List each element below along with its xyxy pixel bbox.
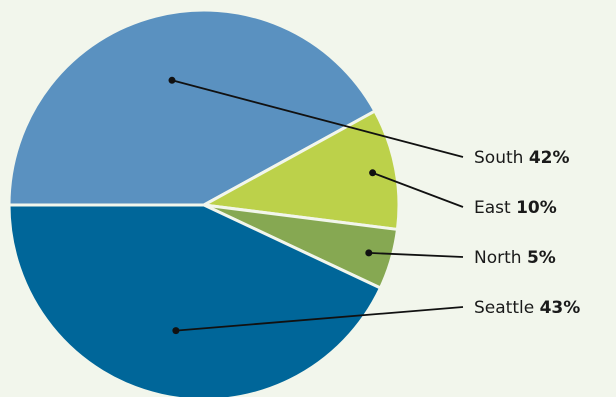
slice-label-seattle: Seattle 43% (474, 298, 580, 318)
slice-label-percent: 10% (516, 198, 557, 218)
leader-line-east (372, 171, 464, 208)
slice-label-percent: 42% (529, 148, 570, 168)
slice-label-south: South 42% (474, 148, 570, 168)
slice-label-percent: 43% (540, 298, 581, 318)
pie-slice-east (202, 109, 401, 231)
slice-label-north: North 5% (474, 248, 556, 268)
pie-slice-seattle (7, 203, 382, 397)
leader-line-north (368, 252, 464, 258)
slice-label-name: South (474, 148, 529, 168)
pie-slice-south (7, 8, 377, 207)
leader-line-south (171, 79, 464, 158)
slice-label-name: North (474, 248, 527, 268)
slice-label-percent: 5% (527, 248, 556, 268)
slice-label-name: East (474, 198, 516, 218)
pie-slices (7, 8, 401, 397)
slice-label-east: East 10% (474, 198, 557, 218)
slice-label-name: Seattle (474, 298, 540, 318)
leader-lines (168, 76, 464, 335)
slice-labels: South 42% East 10% North 5% Seattle 43% (474, 148, 580, 318)
leader-line-seattle (175, 306, 464, 332)
